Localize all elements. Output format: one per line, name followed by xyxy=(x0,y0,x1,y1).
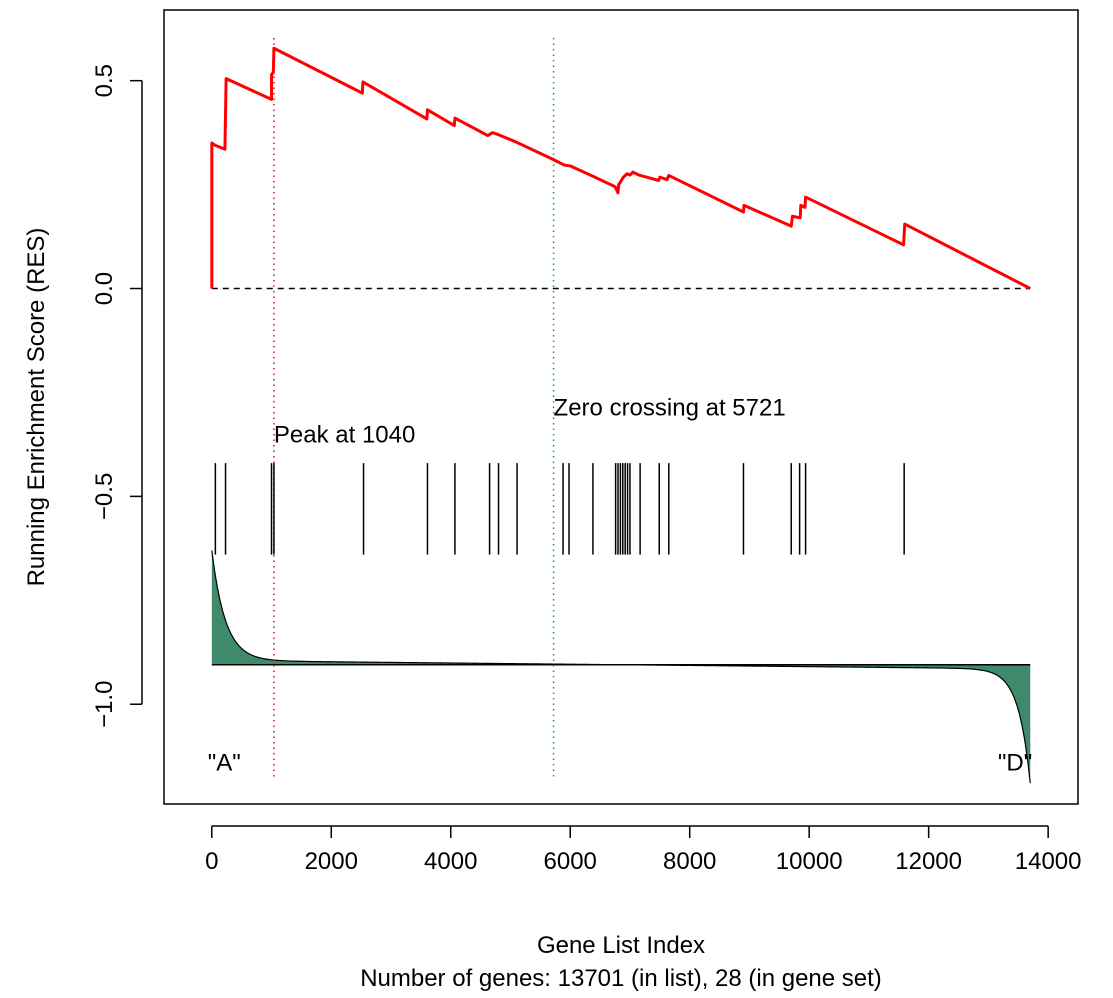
gene-hits-layer xyxy=(214,463,905,555)
x-tick-label: 10000 xyxy=(776,848,843,875)
x-axis-subtitle: Number of genes: 13701 (in list), 28 (in… xyxy=(360,965,882,992)
y-tick-label: 0.5 xyxy=(91,64,118,97)
enrichment-line-layer xyxy=(210,46,1031,290)
annotations-layer: Peak at 1040 Zero crossing at 5721 "A" "D" xyxy=(208,394,1032,776)
zero-crossing-annotation: Zero crossing at 5721 xyxy=(554,394,786,421)
x-tick-label: 0 xyxy=(205,848,218,875)
axes-layer: 0 2000 4000 6000 8000 10000 12000 14000 −1.0 −0.5… xyxy=(91,64,1082,875)
x-tick-label: 2000 xyxy=(305,848,358,875)
x-axis-label: Gene List Index xyxy=(537,932,705,959)
ranked-metric-area xyxy=(211,550,1031,784)
x-tick-label: 4000 xyxy=(424,848,477,875)
y-tick-label: −0.5 xyxy=(91,473,118,520)
enrichment-score-line xyxy=(210,46,1031,290)
ranked-metric-layer xyxy=(211,550,1031,784)
reference-lines-layer xyxy=(273,38,555,780)
x-tick-label: 6000 xyxy=(544,848,597,875)
y-tick-label: 0.0 xyxy=(91,272,118,305)
y-axis-label: Running Enrichment Score (RES) xyxy=(23,228,50,587)
x-tick-label: 12000 xyxy=(895,848,962,875)
peak-annotation: Peak at 1040 xyxy=(274,421,415,448)
label-a: "A" xyxy=(208,750,241,777)
label-d: "D" xyxy=(998,750,1032,777)
y-tick-label: −1.0 xyxy=(91,681,118,728)
x-tick-label: 8000 xyxy=(663,848,716,875)
x-tick-label: 14000 xyxy=(1015,848,1082,875)
plot-frame xyxy=(163,9,1079,805)
